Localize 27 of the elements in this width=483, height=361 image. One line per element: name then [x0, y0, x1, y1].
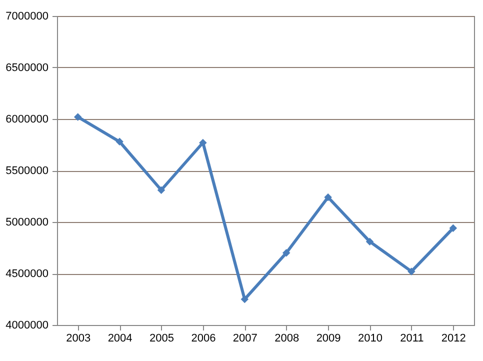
x-tick-label: 2012	[441, 332, 466, 344]
point	[157, 186, 166, 194]
point	[199, 138, 207, 147]
y-tick-label: 4000000	[6, 320, 48, 332]
point	[366, 238, 374, 246]
point	[240, 295, 249, 304]
point	[116, 138, 124, 146]
point	[74, 113, 82, 121]
y-tick-label: 5000000	[6, 216, 48, 228]
x-tick-label: 2007	[232, 332, 258, 344]
y-tick-label: 6500000	[6, 62, 48, 74]
x-tick-label: 2010	[358, 332, 382, 344]
point	[408, 268, 416, 276]
x-tick-label: 2011	[400, 332, 424, 344]
x-tick-label: 2009	[316, 332, 341, 344]
x-tick-label: 2004	[108, 332, 132, 344]
point	[282, 249, 290, 257]
y-tick-label: 4500000	[6, 268, 48, 280]
y-tick-label: 7000000	[6, 10, 48, 22]
x-tick-label: 2003	[66, 332, 91, 344]
point	[449, 224, 458, 232]
y-tick-label: 6000000	[6, 114, 48, 126]
x-tick-label: 2008	[274, 332, 300, 344]
y-tick-label: 5500000	[6, 165, 48, 177]
x-tick-label: 2005	[150, 332, 174, 344]
x-tick-label: 2006	[191, 332, 216, 344]
point	[324, 193, 332, 202]
